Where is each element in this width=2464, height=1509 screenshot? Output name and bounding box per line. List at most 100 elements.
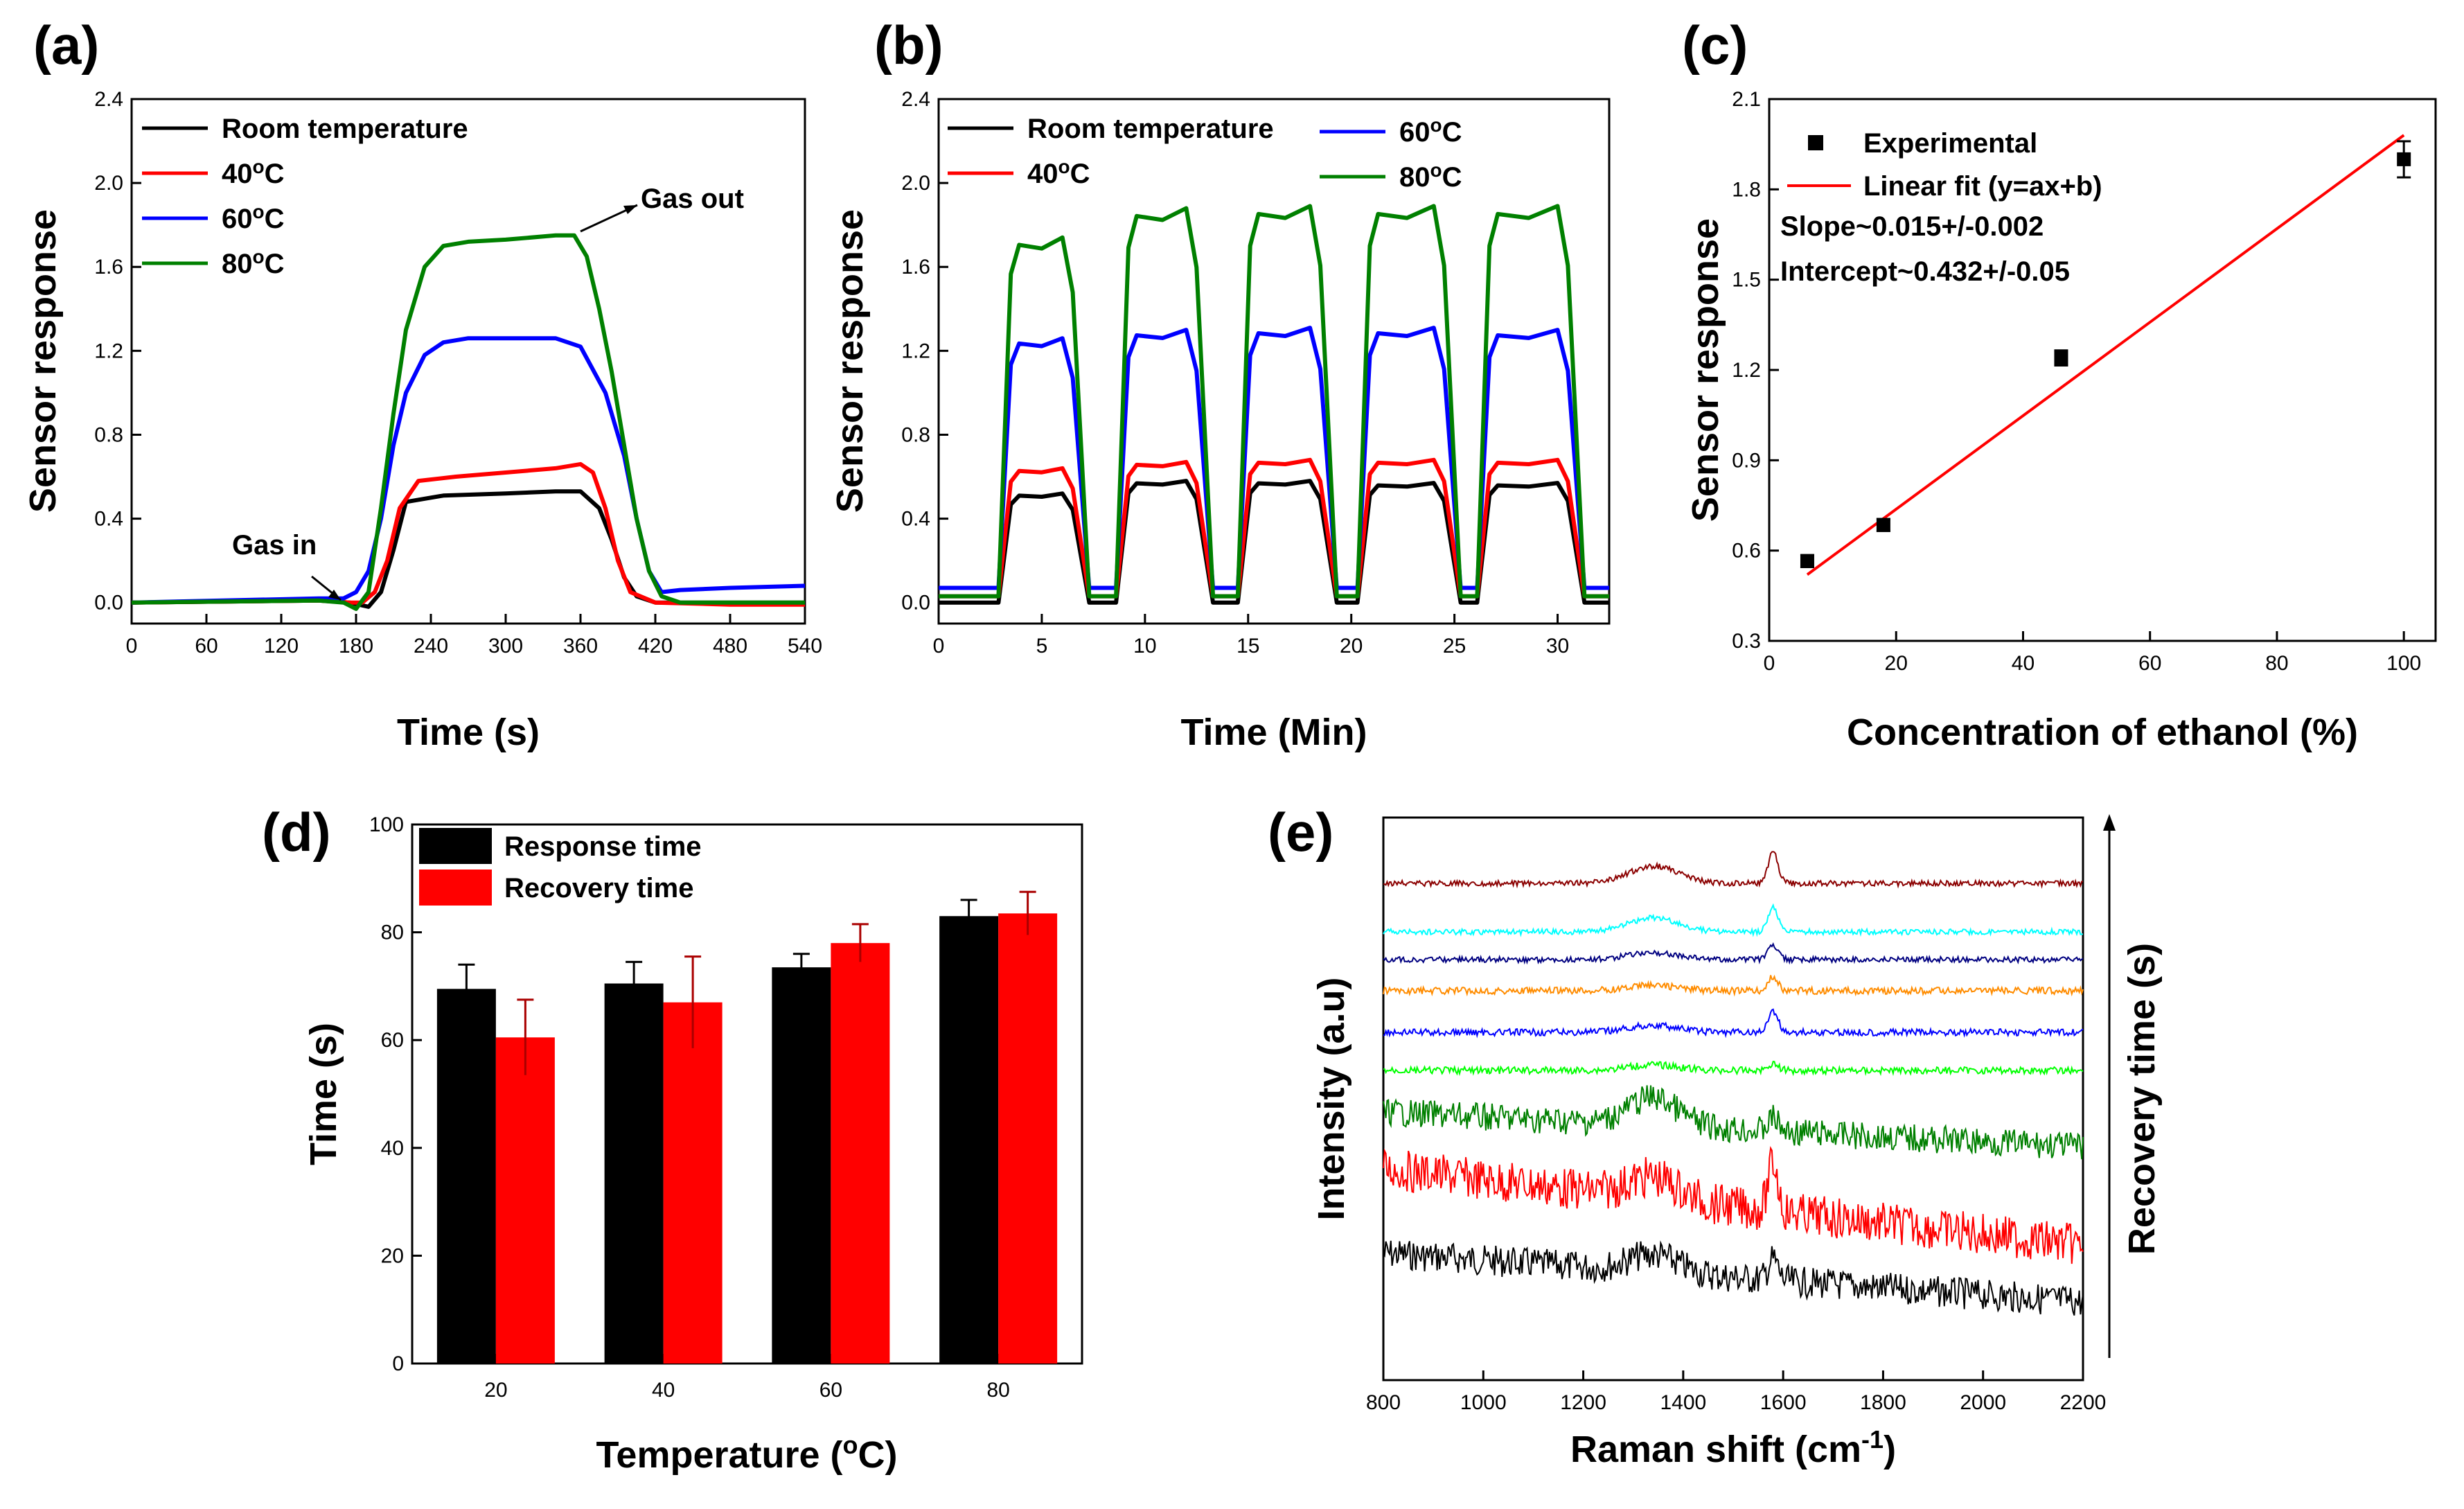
panel-e-xtick-label: 1000 bbox=[1460, 1391, 1507, 1414]
panel-b-series-line bbox=[939, 326, 1609, 590]
panel-b-xtick-label: 30 bbox=[1546, 635, 1569, 658]
panel-e-spectrum-line bbox=[1383, 851, 2084, 889]
panel-e-xtick-label: 1200 bbox=[1560, 1391, 1606, 1414]
panel-a-legend-label: 60oC bbox=[222, 201, 285, 234]
panel-d-ylabel: Time (s) bbox=[303, 1023, 344, 1165]
panel-c-ytick-label: 0.9 bbox=[1732, 449, 1761, 472]
panel-a-xtick-label: 420 bbox=[638, 635, 673, 658]
panel-d-xtick-label: 80 bbox=[986, 1379, 1009, 1402]
panel-c-ytick-label: 1.8 bbox=[1732, 178, 1761, 201]
panel-d-bar bbox=[436, 989, 496, 1364]
panel-d-bar bbox=[939, 916, 999, 1364]
panel-b-ylabel: Sensor response bbox=[829, 209, 871, 513]
panel-d-ytick-label: 20 bbox=[381, 1244, 404, 1267]
panel-d-legend-label: Response time bbox=[504, 831, 702, 862]
panel-b-ytick-label: 0.0 bbox=[901, 592, 930, 615]
panel-b-frame bbox=[937, 98, 1611, 625]
panel-a-ytick-label: 1.6 bbox=[94, 256, 123, 279]
panel-d-xtick-label: 40 bbox=[652, 1379, 675, 1402]
annotation-gas-out-arrowhead bbox=[623, 205, 637, 214]
panel-d-bar bbox=[495, 1037, 555, 1364]
panel-b-ytick-label: 0.8 bbox=[901, 423, 930, 446]
panel-a: (a) 0 60 120 180 240 300 360 420 480 540 0.0 0.4 0.… bbox=[22, 15, 822, 753]
panel-b-xtick-label: 20 bbox=[1340, 635, 1363, 658]
panel-a-xtick-label: 480 bbox=[713, 635, 747, 658]
panel-a-ytick-label: 0.8 bbox=[94, 423, 123, 446]
panel-d-ytick-label: 80 bbox=[381, 921, 404, 944]
panel-b-xtick-label: 25 bbox=[1443, 635, 1466, 658]
panel-a-frame bbox=[130, 98, 806, 625]
panel-e-spectrum-line bbox=[1383, 942, 2084, 965]
panel-b-ytick-label: 2.4 bbox=[901, 88, 930, 111]
panel-c-legend-marker bbox=[1808, 135, 1823, 150]
panel-b-series-line bbox=[939, 479, 1609, 605]
panel-c-xtick-label: 20 bbox=[1885, 652, 1908, 675]
panel-b-ytick-label: 1.6 bbox=[901, 256, 930, 279]
panel-a-series-line bbox=[131, 336, 806, 605]
panel-d-ytick-label: 100 bbox=[369, 813, 404, 836]
panel-d-bar bbox=[604, 983, 664, 1364]
panel-e-xtick-label: 2000 bbox=[1960, 1391, 2006, 1414]
panel-c-data-point bbox=[1876, 518, 1890, 532]
panel-e-xtick-label: 800 bbox=[1366, 1391, 1401, 1414]
panel-e-ylabel: Intensity (a.u) bbox=[1311, 977, 1352, 1220]
panel-c: (c) 0 20 40 60 80 100 0.3 0.6 0.9 1.2 1.5 1.8 2.1 E… bbox=[1682, 15, 2437, 753]
panel-e-spectrum-line bbox=[1383, 974, 2084, 997]
panel-c-fit-line bbox=[1806, 134, 2405, 576]
panel-c-data-point bbox=[2397, 152, 2411, 166]
panel-c-xtick-label: 0 bbox=[1764, 652, 1775, 675]
panel-a-legend-label: Room temperature bbox=[222, 114, 468, 144]
panel-e-xtick-label: 1600 bbox=[1760, 1391, 1807, 1414]
panel-e-recovery-arrowhead bbox=[2103, 814, 2116, 831]
panel-d-bar bbox=[772, 967, 831, 1364]
panel-a-xtick-label: 120 bbox=[264, 635, 299, 658]
panel-b-xtick-label: 15 bbox=[1237, 635, 1259, 658]
panel-e-spectrum-line bbox=[1383, 1060, 2084, 1077]
panel-e-spectrum-line bbox=[1383, 1085, 2084, 1160]
panel-e-spectrum-line bbox=[1383, 1008, 2084, 1039]
panel-a-label: (a) bbox=[33, 15, 99, 76]
annotation-gas-in-arrowhead bbox=[328, 590, 341, 600]
annotation-gas-in: Gas in bbox=[232, 530, 317, 561]
panel-b-series-line bbox=[939, 204, 1609, 599]
panel-b-legend-label: 40oC bbox=[1027, 156, 1090, 189]
panel-b-label: (b) bbox=[874, 15, 943, 76]
panel-a-ytick-label: 2.0 bbox=[94, 172, 123, 195]
panel-a-ytick-label: 1.2 bbox=[94, 339, 123, 362]
panel-e-xtick-label: 2200 bbox=[2060, 1391, 2107, 1414]
panel-b-legend-label: 60oC bbox=[1399, 114, 1462, 148]
panel-c-xtick-label: 80 bbox=[2265, 652, 2288, 675]
panel-a-ylabel: Sensor response bbox=[22, 209, 64, 513]
panel-a-ytick-label: 2.4 bbox=[94, 88, 123, 111]
panel-e-xtick-label: 1800 bbox=[1860, 1391, 1906, 1414]
panel-b-xlabel: Time (Min) bbox=[1181, 712, 1367, 753]
panel-c-legend-label: Linear fit (y=ax+b) bbox=[1863, 171, 2102, 202]
panel-c-legend-label: Experimental bbox=[1863, 128, 2037, 159]
panel-b-xtick-label: 10 bbox=[1133, 635, 1156, 658]
panel-b: (b) 0 5 10 15 20 25 30 0.0 0.4 0.8 1.2 1.6 2.0 2.4 R… bbox=[829, 15, 1611, 753]
panel-d-ytick-label: 60 bbox=[381, 1029, 404, 1052]
panel-d-xtick-label: 60 bbox=[819, 1379, 842, 1402]
panel-a-legend-label: 80oC bbox=[222, 246, 285, 279]
panel-c-ytick-label: 1.2 bbox=[1732, 359, 1761, 382]
panel-a-ytick-label: 0.0 bbox=[94, 592, 123, 615]
panel-b-xtick-label: 0 bbox=[933, 635, 945, 658]
panel-c-ytick-label: 0.6 bbox=[1732, 540, 1761, 563]
panel-a-legend-label: 40oC bbox=[222, 156, 285, 189]
panel-b-ytick-label: 2.0 bbox=[901, 172, 930, 195]
panel-e-spectrum-line bbox=[1383, 903, 2084, 937]
panel-a-series-line bbox=[131, 233, 805, 611]
panel-c-xlabel: Concentration of ethanol (%) bbox=[1847, 712, 2358, 753]
panel-d-frame bbox=[411, 823, 1083, 1365]
panel-a-xtick-label: 0 bbox=[126, 635, 138, 658]
panel-d-xtick-label: 20 bbox=[484, 1379, 507, 1402]
panel-a-xtick-label: 540 bbox=[788, 635, 822, 658]
panel-b-ytick-label: 1.2 bbox=[901, 339, 930, 362]
panel-c-label: (c) bbox=[1682, 15, 1748, 76]
panel-c-xtick-label: 40 bbox=[2012, 652, 2035, 675]
panel-e-spectrum-line bbox=[1383, 1240, 2084, 1316]
panel-a-xtick-label: 60 bbox=[195, 635, 218, 658]
panel-a-xtick-label: 180 bbox=[339, 635, 373, 658]
panel-c-ytick-label: 2.1 bbox=[1732, 88, 1761, 111]
